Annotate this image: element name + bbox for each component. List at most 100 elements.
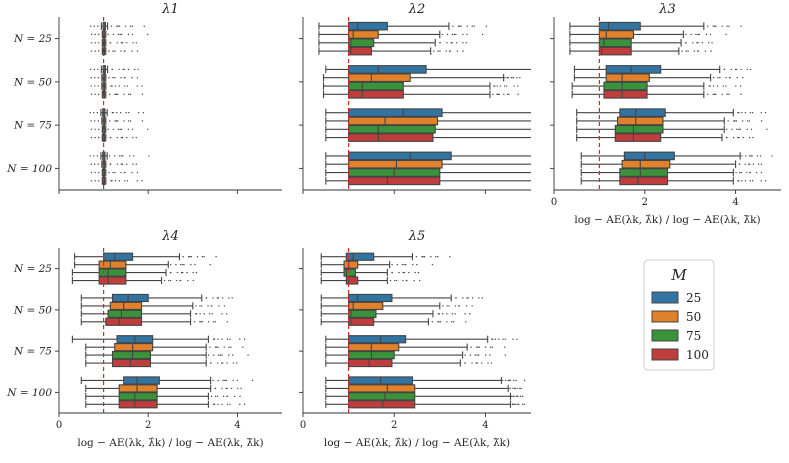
- outlier: [111, 68, 114, 71]
- outlier: [741, 155, 743, 157]
- outlier: [504, 338, 506, 340]
- outlier: [124, 85, 126, 87]
- outlier: [201, 256, 203, 258]
- panel-4: λ4 0 2 4 log − AE(λk, λ̂k) / log − AE(λk, λ̃…: [6, 229, 282, 449]
- box-n4-m25: [580, 151, 773, 161]
- outlier: [735, 68, 738, 71]
- outlier: [217, 403, 219, 405]
- box: [617, 116, 664, 126]
- box: [118, 400, 158, 409]
- outlier: [116, 163, 118, 165]
- outlier: [462, 297, 464, 299]
- outlier: [114, 155, 116, 157]
- outlier: [127, 33, 130, 36]
- outlier: [496, 93, 498, 96]
- outlier: [760, 171, 763, 174]
- row-label: N = 100: [6, 163, 52, 175]
- outlier: [734, 120, 736, 122]
- box-n2-m50: [573, 73, 744, 83]
- outlier: [192, 279, 194, 282]
- outlier: [229, 403, 231, 405]
- outlier: [460, 25, 462, 27]
- box-n3-m25: [325, 335, 518, 344]
- box-n1-m50: [318, 30, 484, 39]
- outlier: [502, 338, 504, 340]
- outlier: [512, 403, 514, 405]
- outlier: [127, 128, 130, 130]
- outlier: [108, 93, 111, 96]
- outlier: [114, 50, 116, 52]
- outlier: [471, 362, 473, 364]
- outlier: [237, 387, 239, 390]
- outlier: [90, 171, 93, 174]
- outlier: [135, 163, 137, 165]
- box-n2-m50: [322, 73, 521, 83]
- outlier: [491, 338, 494, 340]
- outlier: [498, 93, 500, 96]
- legend: M 25 50 75 100: [643, 259, 715, 371]
- outlier: [685, 50, 687, 52]
- outlier: [451, 321, 453, 323]
- outlier: [437, 321, 439, 323]
- outlier: [708, 42, 710, 44]
- outlier: [119, 33, 121, 36]
- outlier: [710, 50, 712, 52]
- outlier: [450, 42, 452, 44]
- box: [111, 350, 151, 360]
- outlier: [462, 42, 464, 44]
- outlier: [124, 50, 126, 52]
- outlier: [704, 50, 707, 52]
- outlier: [192, 271, 194, 274]
- outlier: [205, 297, 208, 299]
- box: [105, 317, 143, 326]
- outlier: [746, 128, 748, 130]
- outlier: [738, 128, 740, 130]
- outlier: [136, 77, 139, 79]
- outlier: [119, 128, 121, 130]
- box-n1-m75: [71, 268, 198, 277]
- outlier: [90, 50, 93, 52]
- box: [598, 21, 641, 31]
- outlier: [93, 111, 95, 114]
- legend-label: 50: [686, 310, 701, 324]
- x-tick-label: 4: [482, 420, 488, 431]
- outlier: [132, 136, 134, 139]
- outlier: [240, 387, 242, 390]
- outlier: [109, 136, 112, 139]
- box-n3-m100: [576, 133, 754, 142]
- outlier: [430, 256, 432, 258]
- outlier: [462, 33, 464, 36]
- box-n4-m75: [325, 392, 524, 401]
- outlier: [437, 313, 440, 315]
- outlier: [503, 346, 506, 348]
- outlier: [513, 403, 515, 405]
- outlier: [510, 395, 513, 398]
- outlier: [194, 263, 196, 266]
- outlier: [697, 50, 699, 52]
- outlier: [451, 42, 453, 44]
- box: [103, 252, 134, 261]
- outlier: [481, 297, 484, 299]
- outlier: [199, 305, 201, 307]
- outlier: [112, 171, 114, 174]
- outlier: [222, 362, 224, 364]
- outlier: [519, 395, 522, 398]
- outlier: [120, 155, 123, 157]
- outlier: [131, 25, 134, 27]
- outlier: [499, 85, 502, 87]
- box-n1-m100: [90, 46, 139, 56]
- outlier: [728, 93, 730, 96]
- outlier: [228, 297, 230, 299]
- outlier: [709, 85, 711, 87]
- outlier: [90, 136, 93, 139]
- outlier: [439, 321, 442, 323]
- outlier: [216, 362, 219, 364]
- outlier: [465, 305, 468, 307]
- outlier: [504, 354, 507, 356]
- outlier: [496, 85, 498, 87]
- outlier: [485, 25, 488, 27]
- box: [619, 168, 669, 177]
- outlier: [218, 305, 220, 307]
- outlier: [224, 379, 226, 382]
- outlier: [126, 163, 128, 165]
